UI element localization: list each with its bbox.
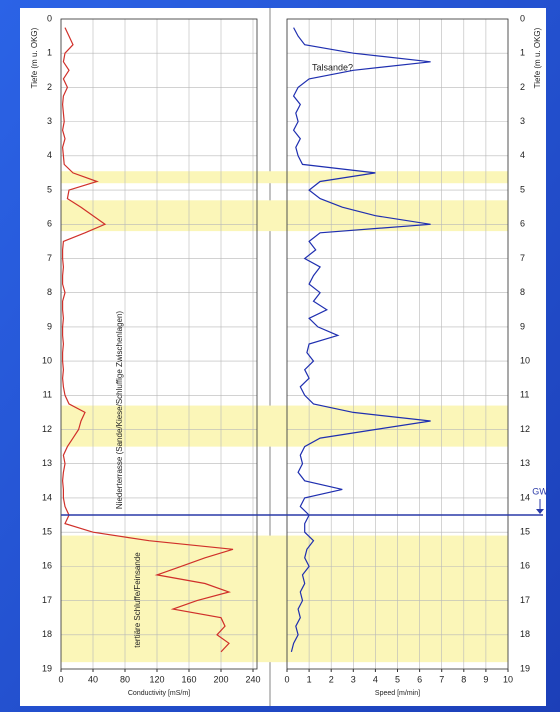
y-tick-label: 10 — [520, 355, 530, 365]
y-tick-label: 3 — [47, 116, 52, 126]
y-tick-label: 1 — [520, 48, 525, 58]
gw-label: GW — [532, 486, 548, 496]
y-tick-label: 2 — [47, 82, 52, 92]
band — [61, 405, 508, 447]
bands — [61, 171, 508, 663]
gw-arrow-head — [536, 509, 544, 515]
y-axis-label: Tiefe (m u. OKG) — [533, 27, 542, 88]
y-axis-label: Tiefe (m u. OKG) — [30, 27, 39, 88]
y-tick-label: 17 — [520, 595, 530, 605]
x-axis-label: Speed [m/min] — [375, 690, 420, 697]
y-tick-label: 2 — [520, 82, 525, 92]
y-tick-label: 9 — [47, 321, 52, 331]
y-tick-label: 4 — [520, 150, 525, 160]
x-tick-label: 10 — [503, 674, 513, 684]
annotation: Niederterrasse (Sande/Kiese/Schluffige Z… — [115, 311, 124, 510]
y-tick-label: 17 — [42, 595, 52, 605]
y-tick-label: 16 — [42, 561, 52, 571]
x-tick-label: 40 — [88, 674, 98, 684]
x-tick-label: 0 — [58, 674, 63, 684]
y-tick-label: 6 — [47, 219, 52, 229]
y-tick-label: 8 — [520, 287, 525, 297]
x-tick-label: 2 — [329, 674, 334, 684]
y-tick-label: 19 — [520, 663, 530, 673]
y-tick-label: 8 — [47, 287, 52, 297]
y-tick-label: 19 — [42, 663, 52, 673]
x-tick-label: 9 — [483, 674, 488, 684]
x-tick-label: 0 — [284, 674, 289, 684]
y-tick-label: 0 — [47, 13, 52, 23]
y-tick-label: 5 — [520, 184, 525, 194]
band — [61, 535, 508, 663]
x-axis-label: Conductivity [mS/m] — [128, 690, 190, 697]
y-tick-label: 5 — [47, 184, 52, 194]
annotation: tertiäre Schluffe/Feinsande — [133, 552, 142, 648]
y-tick-label: 10 — [42, 355, 52, 365]
x-tick-label: 160 — [181, 674, 196, 684]
y-tick-label: 11 — [43, 390, 52, 400]
y-tick-label: 15 — [520, 527, 530, 537]
profile-line — [290, 27, 431, 653]
y-tick-label: 9 — [520, 321, 525, 331]
y-tick-label: 18 — [520, 629, 530, 639]
plot-frame — [286, 18, 509, 670]
y-tick-label: 11 — [520, 390, 529, 400]
x-tick-label: 5 — [395, 674, 400, 684]
x-tick-label: 200 — [213, 674, 228, 684]
y-tick-label: 14 — [42, 492, 52, 502]
y-tick-label: 3 — [520, 116, 525, 126]
x-tick-label: 6 — [417, 674, 422, 684]
y-tick-label: 12 — [520, 424, 530, 434]
y-tick-label: 1 — [47, 48, 52, 58]
y-tick-label: 14 — [520, 492, 530, 502]
x-tick-label: 120 — [149, 674, 164, 684]
annotation: Talsande? — [312, 62, 353, 72]
y-tick-label: 12 — [42, 424, 52, 434]
y-tick-label: 15 — [42, 527, 52, 537]
x-tick-label: 7 — [439, 674, 444, 684]
band — [61, 171, 508, 184]
profile-line — [61, 27, 234, 653]
x-tick-label: 4 — [373, 674, 378, 684]
y-tick-label: 18 — [42, 629, 52, 639]
y-tick-label: 7 — [47, 253, 52, 263]
y-tick-label: 0 — [520, 13, 525, 23]
y-tick-label: 16 — [520, 561, 530, 571]
y-tick-label: 13 — [520, 458, 530, 468]
x-tick-label: 8 — [461, 674, 466, 684]
x-tick-label: 3 — [351, 674, 356, 684]
x-tick-label: 240 — [245, 674, 260, 684]
plot-frame — [60, 18, 258, 670]
y-tick-label: 4 — [47, 150, 52, 160]
x-tick-label: 80 — [120, 674, 130, 684]
y-tick-label: 7 — [520, 253, 525, 263]
x-tick-label: 1 — [307, 674, 312, 684]
band — [61, 200, 508, 232]
y-tick-label: 13 — [42, 458, 52, 468]
y-tick-label: 6 — [520, 219, 525, 229]
